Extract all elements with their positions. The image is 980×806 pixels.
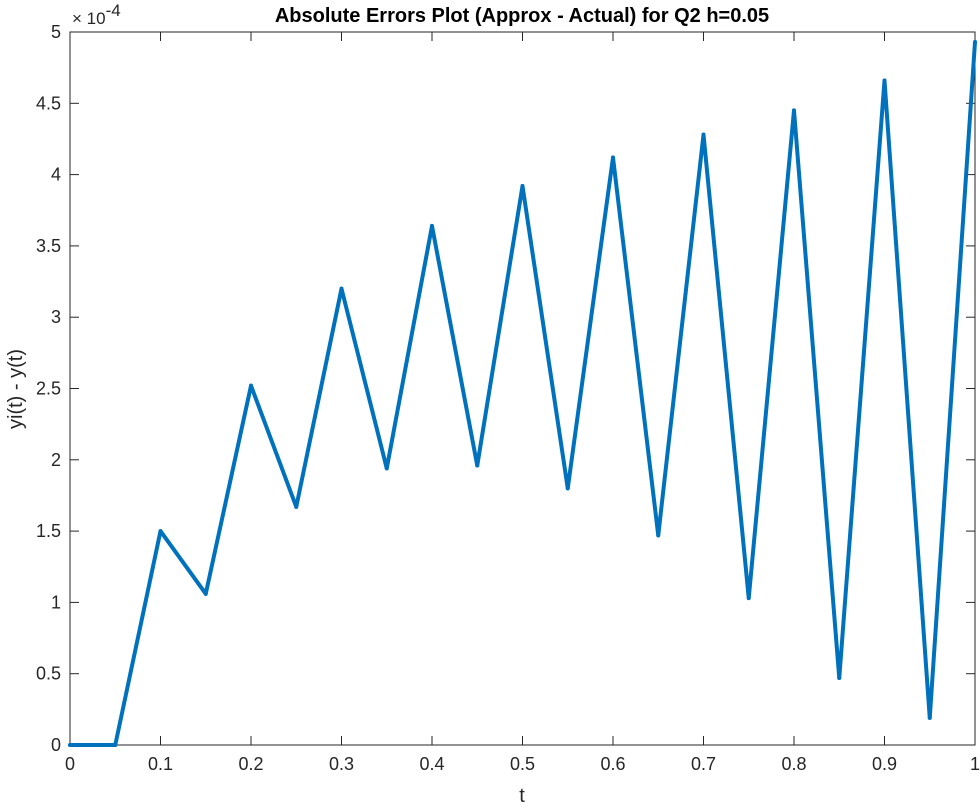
y-tick-label: 1 [51,592,61,612]
y-tick-label: 5 [51,22,61,42]
y-tick-label: 1.5 [36,521,61,541]
x-tick-label: 0.7 [691,754,716,774]
x-axis-label: t [519,785,525,806]
y-axis-label: yi(t) - y(t) [5,349,27,429]
data-point-1 [113,743,118,747]
y-tick-label: 3.5 [36,236,61,256]
y-tick-label: 4.5 [36,93,61,113]
y-tick-label: 0 [51,735,61,755]
data-point-13 [656,533,661,538]
x-tick-label: 0 [65,754,75,774]
data-point-16 [792,108,796,113]
data-point-12 [611,155,615,160]
y-tick-label: 2 [51,450,61,470]
y-tick-label: 4 [51,165,61,185]
data-point-6 [339,286,344,291]
plot-area: 0 0.1 0.2 0.3 0.4 0.5 0.6 0.7 0.8 0.9 1 0 0.5 1 1.5 2 2… [36,22,980,774]
y-exponent-label: × 10-4 [72,1,121,28]
data-point-4 [249,383,253,388]
y-tick-label: 2.5 [36,379,61,399]
plot-box [69,31,976,746]
data-point-19 [927,715,932,720]
y-exponent-power: -4 [106,1,121,20]
x-tick-label: 1 [970,754,980,774]
data-point-11 [565,486,570,491]
data-point-15 [746,596,751,601]
data-point-10 [520,184,525,189]
data-point-3 [203,591,208,596]
x-tick-label: 0.6 [600,754,625,774]
data-point-2 [158,529,163,534]
chart-title: Absolute Errors Plot (Approx - Actual) f… [275,5,769,27]
y-exponent-base: × 10 [72,9,106,28]
data-point-18 [882,78,887,83]
y-axis: 0 0.5 1 1.5 2 2.5 3 3.5 4 4.5 5 [36,22,975,755]
x-tick-label: 0.4 [419,754,444,774]
data-point-9 [475,463,480,468]
data-point-7 [384,466,389,471]
x-tick-label: 0.5 [510,754,535,774]
y-tick-label: 0.5 [36,664,61,684]
y-tick-label: 3 [51,307,61,327]
x-tick-label: 0.3 [329,754,354,774]
data-point-0 [68,743,72,747]
x-tick-label: 0.1 [148,754,173,774]
data-point-8 [430,223,434,228]
x-axis: 0 0.1 0.2 0.3 0.4 0.5 0.6 0.7 0.8 0.9 1 [65,32,980,774]
x-tick-label: 0.8 [781,754,806,774]
x-tick-label: 0.2 [238,754,263,774]
data-point-17 [837,675,842,680]
data-point-5 [294,504,299,509]
data-point-20 [973,39,977,44]
error-series-points [68,39,977,747]
x-tick-label: 0.9 [872,754,897,774]
data-point-14 [701,132,706,137]
